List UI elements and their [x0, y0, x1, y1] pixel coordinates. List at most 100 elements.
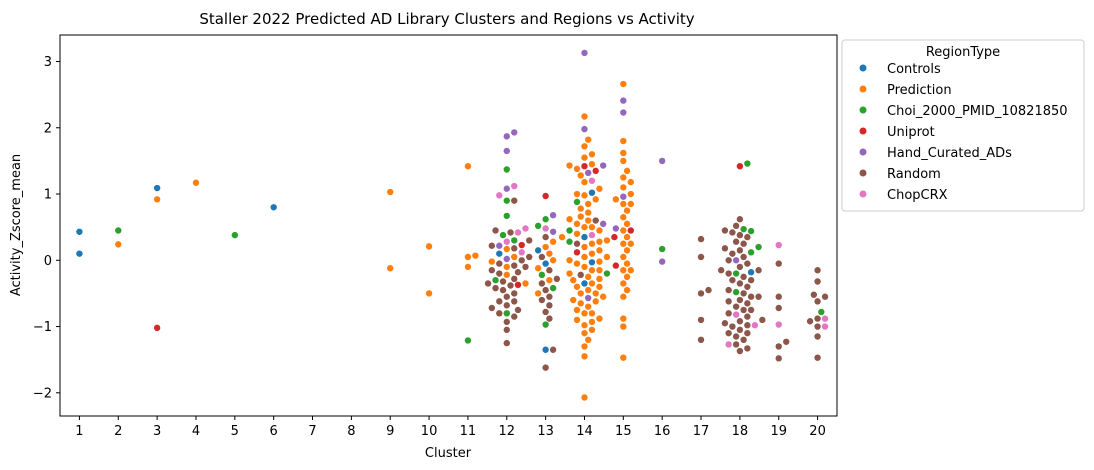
data-point [740, 336, 747, 343]
data-point [732, 238, 740, 245]
data-point [736, 347, 744, 355]
x-tick-label: 16 [654, 424, 671, 439]
data-point [573, 165, 581, 173]
data-point [542, 216, 549, 223]
chart-title: Staller 2022 Predicted AD Library Cluste… [199, 10, 694, 28]
data-point [496, 242, 503, 249]
data-point [511, 298, 518, 305]
data-point [775, 241, 782, 249]
data-point [814, 267, 821, 274]
data-point [573, 220, 581, 228]
data-point [740, 240, 747, 247]
data-point [729, 229, 736, 236]
data-point [729, 323, 736, 330]
data-point [511, 253, 518, 261]
data-point [588, 250, 596, 257]
data-point [503, 245, 510, 253]
data-point [596, 185, 603, 192]
data-point [747, 306, 755, 314]
data-point [511, 275, 518, 283]
data-point [732, 333, 740, 340]
data-point [503, 166, 510, 173]
data-point [549, 228, 557, 235]
data-point [581, 178, 588, 186]
data-point [783, 338, 790, 345]
data-point [534, 290, 542, 297]
data-point [612, 225, 620, 232]
x-tick-label: 3 [153, 424, 161, 439]
data-point [721, 227, 729, 234]
data-point [599, 162, 607, 169]
data-point [725, 329, 732, 337]
data-point [620, 109, 627, 116]
data-point [697, 316, 705, 324]
data-point [725, 310, 732, 317]
data-point [623, 233, 631, 241]
data-point [538, 271, 546, 279]
data-point [620, 80, 627, 88]
data-point [744, 160, 751, 167]
data-point [566, 270, 573, 277]
data-point [585, 136, 592, 143]
legend-frame [841, 39, 1085, 212]
data-point [499, 231, 507, 239]
data-point [573, 316, 581, 324]
data-point [484, 280, 492, 287]
data-point [725, 341, 732, 348]
data-point [573, 198, 581, 206]
data-point [585, 209, 592, 216]
data-point [518, 249, 525, 256]
data-point [581, 394, 588, 401]
data-point [658, 258, 666, 265]
data-point [620, 240, 627, 247]
data-point [623, 220, 631, 228]
data-point [588, 318, 596, 326]
data-point [534, 222, 542, 230]
data-point [603, 237, 611, 244]
data-point [577, 213, 584, 220]
data-point [620, 354, 627, 361]
data-point [514, 269, 522, 276]
data-point [729, 276, 736, 284]
data-point [588, 310, 596, 317]
data-point [588, 161, 596, 168]
data-point [736, 318, 744, 325]
x-tick-label: 13 [537, 424, 554, 439]
data-point [522, 225, 529, 232]
data-point [620, 193, 627, 200]
data-point [581, 125, 588, 133]
data-point [821, 315, 829, 322]
data-point [775, 321, 782, 328]
data-point [747, 276, 755, 284]
data-point [814, 315, 821, 322]
legend-marker [859, 106, 867, 114]
data-point [573, 230, 581, 237]
data-point [573, 260, 581, 267]
y-tick-label: 3 [44, 55, 52, 70]
data-point [623, 286, 631, 294]
data-point [503, 326, 510, 334]
data-point [542, 260, 549, 267]
data-point [581, 343, 588, 350]
data-point [549, 257, 557, 264]
y-tick-label: 0 [44, 254, 52, 269]
data-point [818, 308, 825, 316]
data-point [549, 212, 557, 219]
x-tick-label: 11 [460, 424, 477, 439]
data-point [596, 247, 603, 254]
data-point [775, 355, 782, 362]
data-point [153, 184, 161, 192]
data-point [549, 238, 557, 245]
data-point [627, 200, 634, 208]
data-point [627, 240, 634, 247]
data-point [596, 267, 603, 274]
data-point [387, 265, 394, 272]
data-point [744, 313, 751, 320]
data-point [496, 310, 503, 317]
legend-marker [859, 127, 867, 135]
legend-label: Controls [887, 62, 941, 77]
data-point [775, 304, 782, 312]
data-point [620, 280, 627, 287]
data-point [553, 275, 561, 283]
data-point [542, 192, 549, 200]
